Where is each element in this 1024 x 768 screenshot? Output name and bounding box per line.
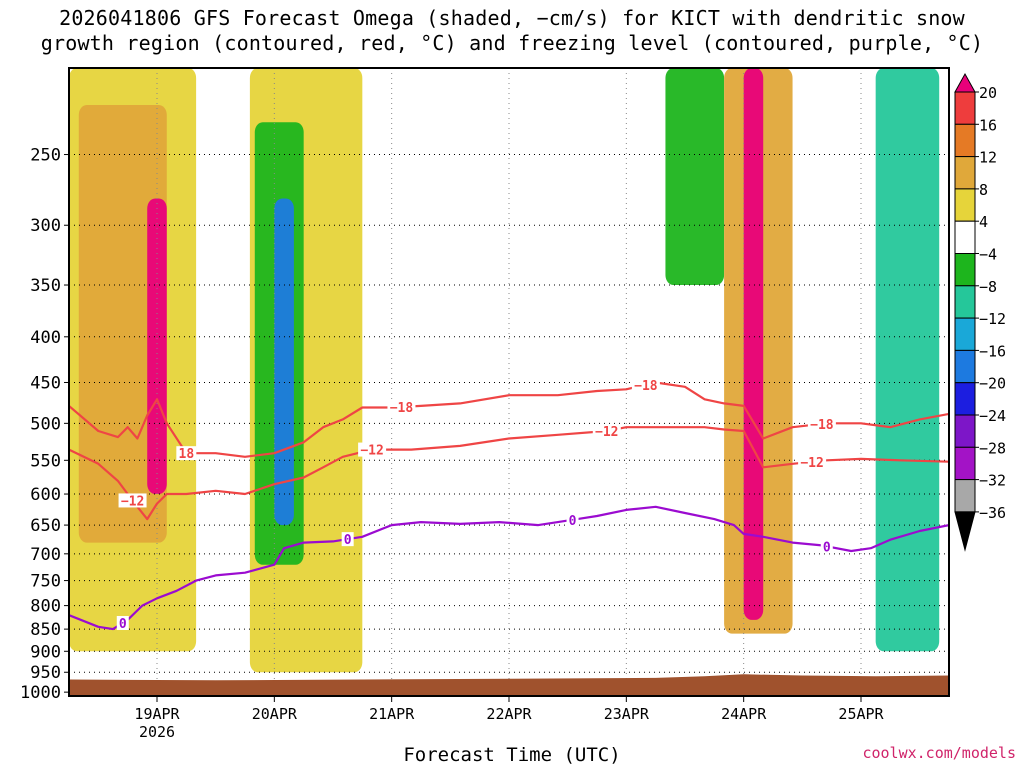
colorbar-label: −28 <box>979 439 1006 457</box>
omega-magenta-core-19apr <box>147 198 167 495</box>
y-tick-label: 650 <box>30 516 61 536</box>
contours: −18 −18 −18 −12 −12 −12 −12 18 0 0 0 0 <box>69 377 949 632</box>
contour-label: −12 <box>800 456 823 471</box>
ground-mask <box>69 674 949 696</box>
x-tick-label: 22APR <box>486 705 532 723</box>
colorbar-box <box>954 188 976 222</box>
contour-label: 18 <box>179 447 195 462</box>
x-tick-label: 24APR <box>721 705 767 723</box>
y-tick-label: 300 <box>30 216 61 236</box>
y-axis: 2503003504004505005506006507007508008509… <box>20 146 69 703</box>
colorbar-box <box>954 285 976 319</box>
contour-label-bg-7 <box>176 446 197 461</box>
colorbar-box <box>954 253 976 287</box>
colorbar-box <box>954 414 976 448</box>
contour-label: −18 <box>634 379 658 394</box>
colorbar-label: 20 <box>979 84 997 102</box>
colorbar-box <box>954 349 976 384</box>
colorbar-box <box>954 220 976 254</box>
colorbar-label: 4 <box>979 213 988 231</box>
contour-label-bg-11 <box>116 615 129 630</box>
colorbar-bottom-arrow <box>954 511 976 552</box>
y-tick-label: 450 <box>30 373 61 393</box>
contour-label-bg-2 <box>807 416 836 431</box>
contour-label-bg-0 <box>387 399 416 414</box>
contour-label: −18 <box>390 401 414 416</box>
colorbar-label: −36 <box>979 504 1006 522</box>
colorbar-label: −4 <box>979 246 997 264</box>
contour-label: 0 <box>569 514 577 529</box>
x-tick-sublabel: 2026 <box>139 723 175 741</box>
colorbar-box <box>954 446 976 481</box>
x-tick-label: 25APR <box>838 705 884 723</box>
omega-magenta-core-24apr <box>743 68 764 620</box>
colorbar: 20 16 12 8 4 −4 −8 −12 −16 −20 −24 −28 −32 −36 <box>954 72 1006 552</box>
y-tick-label: 400 <box>30 328 61 348</box>
footer-url[interactable]: coolwx.com/models <box>862 744 1016 762</box>
colorbar-top-arrow <box>954 72 976 93</box>
contour-dgz-minus12 <box>69 426 949 521</box>
colorbar-box <box>954 317 976 351</box>
contour-label: 0 <box>344 533 352 548</box>
contour-dgz-minus18 <box>69 381 949 458</box>
y-tick-label: 250 <box>30 146 61 166</box>
colorbar-label: −8 <box>979 278 997 296</box>
contour-label: −12 <box>360 444 383 459</box>
colorbar-label: −32 <box>979 472 1006 490</box>
contour-label: 0 <box>823 540 831 555</box>
colorbar-label: −20 <box>979 375 1006 393</box>
gridlines <box>69 68 949 696</box>
colorbar-label: −16 <box>979 342 1006 360</box>
contour-label-bg-4 <box>592 424 621 439</box>
y-tick-label: 900 <box>30 642 61 662</box>
colorbar-label: 16 <box>979 116 997 134</box>
x-tick-label: 21APR <box>369 705 415 723</box>
contour-label-bg-10 <box>820 539 833 554</box>
x-tick-label: 23APR <box>604 705 650 723</box>
y-tick-label: 800 <box>30 597 61 617</box>
colorbar-label: 8 <box>979 181 988 199</box>
colorbar-label: −12 <box>979 310 1006 328</box>
omega-orange-core-19apr <box>78 104 167 543</box>
omega-green-band-25apr <box>875 68 940 652</box>
omega-blue-band-20apr <box>274 198 294 526</box>
x-tick-label: 19APR <box>134 705 180 723</box>
contour-label: −12 <box>595 425 618 440</box>
contour-label-bg-8 <box>341 532 354 547</box>
y-tick-label: 600 <box>30 485 61 505</box>
y-tick-label: 950 <box>30 663 61 683</box>
colorbar-box <box>954 382 976 416</box>
colorbar-label: 12 <box>979 149 997 167</box>
contour-label-bg-3 <box>358 442 387 457</box>
contour-label-bg-1 <box>631 377 660 392</box>
y-tick-label: 750 <box>30 572 61 592</box>
colorbar-box <box>954 156 976 190</box>
contour-label-bg-5 <box>798 454 827 469</box>
y-tick-label: 700 <box>30 545 61 565</box>
x-tick-label: 20APR <box>252 705 298 723</box>
ground-surface <box>69 674 949 696</box>
colorbar-box <box>954 91 976 125</box>
contour-label-bg-6 <box>118 493 147 508</box>
colorbar-box <box>954 123 976 158</box>
contour-label: 0 <box>119 617 127 632</box>
contour-label: −18 <box>810 418 834 433</box>
contour-label-bg-9 <box>566 512 579 527</box>
chart-title-line1: 2026041806 GFS Forecast Omega (shaded, −… <box>59 6 965 30</box>
omega-green-band-23apr <box>665 68 725 286</box>
colorbar-box <box>954 479 976 513</box>
chart-title-line2: growth region (contoured, red, °C) and f… <box>40 31 984 55</box>
y-tick-label: 500 <box>30 414 61 434</box>
y-tick-label: 850 <box>30 620 61 640</box>
x-axis-title: Forecast Time (UTC) <box>403 744 621 766</box>
contour-freezing-level-0 <box>69 505 949 631</box>
colorbar-label: −24 <box>979 407 1006 425</box>
y-tick-label: 550 <box>30 451 61 471</box>
contour-label: −12 <box>121 494 144 509</box>
y-tick-label: 350 <box>30 276 61 296</box>
y-tick-label: 1000 <box>20 683 61 703</box>
